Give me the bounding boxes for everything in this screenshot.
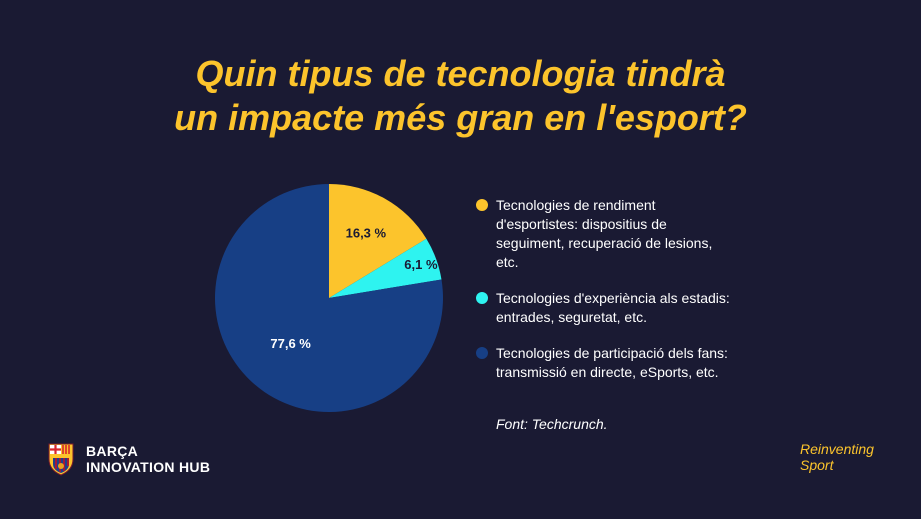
legend-label-performance: Tecnologies de rendiment d'esportistes: … <box>496 197 713 270</box>
legend-item-stadium: Tecnologies d'experiència als estadis: e… <box>476 289 736 327</box>
source-note: Font: Techcrunch. <box>496 416 608 432</box>
chart-title-line-2: un impacte més gran en l'esport? <box>174 97 747 138</box>
legend-item-performance: Tecnologies de rendiment d'esportistes: … <box>476 196 736 272</box>
legend-marker-fans <box>476 347 488 359</box>
pie-label-fans: 77,6 % <box>270 336 311 351</box>
brand-block: BARÇA INNOVATION HUB <box>46 442 210 476</box>
pie-label-stadium: 6,1 % <box>404 257 438 272</box>
legend-item-fans: Tecnologies de participació dels fans: t… <box>476 344 736 382</box>
pie-slice-stadium <box>329 238 442 298</box>
fcb-crest-icon <box>48 443 74 476</box>
tagline-line-2: Sport <box>800 457 834 473</box>
tagline: Reinventing Sport <box>800 441 874 473</box>
brand-name-line-2: INNOVATION HUB <box>86 459 211 475</box>
brand-name-line-1: BARÇA <box>86 443 139 459</box>
legend-label-stadium: Tecnologies d'experiència als estadis: e… <box>496 290 730 325</box>
legend-marker-stadium <box>476 292 488 304</box>
chart-title: Quin tipus de tecnologia tindrà un impac… <box>0 52 921 140</box>
legend-label-fans: Tecnologies de participació dels fans: t… <box>496 345 728 380</box>
tagline-line-1: Reinventing <box>800 441 874 457</box>
brand-name: BARÇA INNOVATION HUB <box>86 443 210 475</box>
chart-legend: Tecnologies de rendiment d'esportistes: … <box>476 196 736 399</box>
pie-slice-fans <box>215 184 443 412</box>
pie-slice-performance <box>329 184 427 298</box>
pie-label-performance: 16,3 % <box>346 225 387 240</box>
legend-marker-performance <box>476 199 488 211</box>
chart-title-line-1: Quin tipus de tecnologia tindrà <box>195 53 726 94</box>
